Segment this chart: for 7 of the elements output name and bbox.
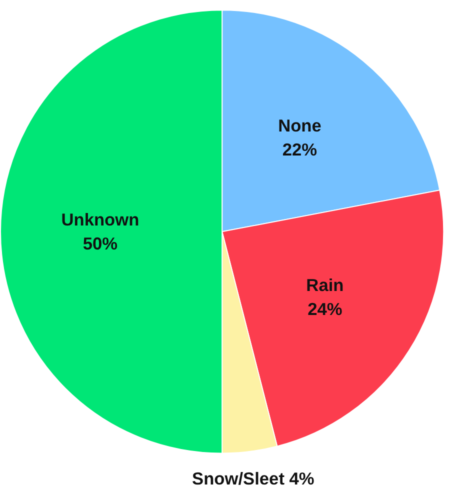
slice-label: Snow/Sleet 4% <box>192 468 314 489</box>
slice-label: None <box>278 115 322 136</box>
slice-label: Unknown <box>61 210 140 230</box>
data-label: 50% <box>82 234 118 254</box>
data-label: 24% <box>308 299 342 320</box>
data-label: 22% <box>282 139 318 160</box>
slice-label: Rain <box>306 275 344 296</box>
